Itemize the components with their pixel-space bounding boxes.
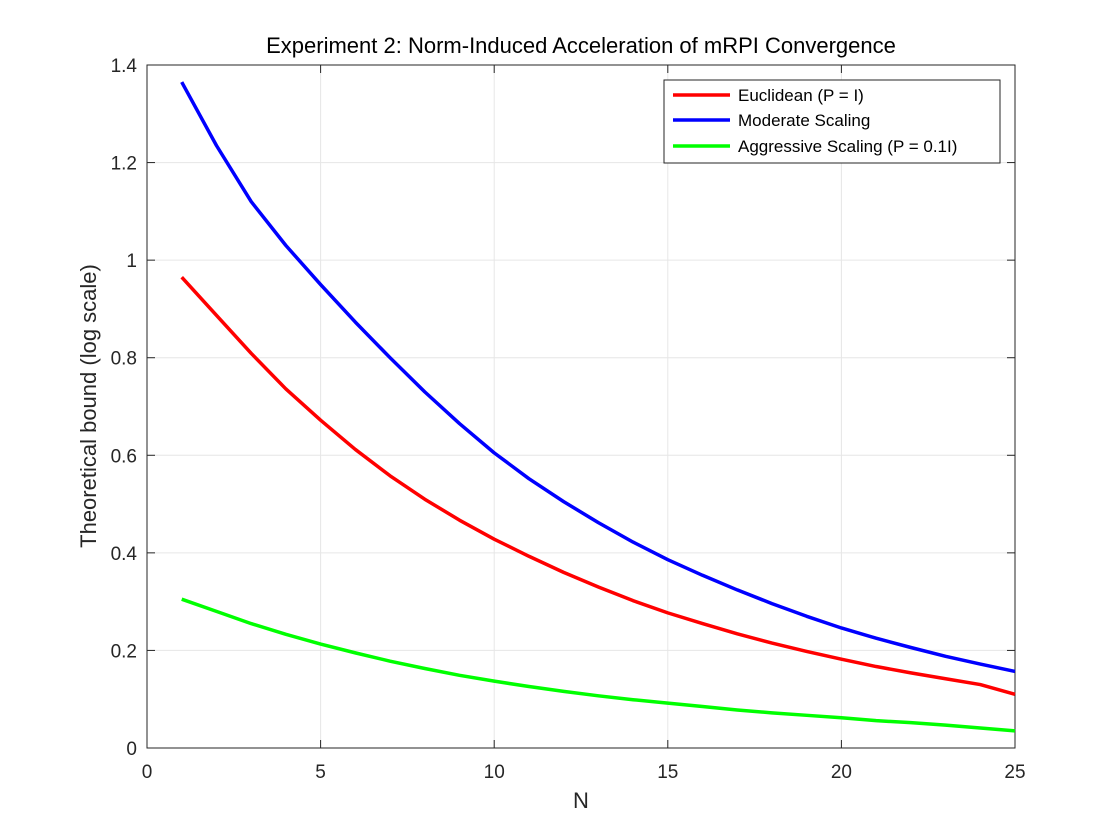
x-tick-label: 5 — [315, 762, 326, 783]
y-tick-labels: 0 0.2 0.4 0.6 0.8 1 1.2 1.4 — [111, 56, 138, 760]
y-tick-label: 1.2 — [111, 154, 137, 175]
series-lines — [180, 81, 1016, 733]
x-tick-label: 25 — [1004, 762, 1025, 783]
legend-label-moderate: Moderate Scaling — [738, 111, 870, 130]
y-tick-label: 0.6 — [111, 446, 137, 467]
series-line-moderate-scaling — [180, 81, 1016, 674]
y-tick-label: 0.2 — [111, 641, 137, 662]
x-axis-label: N — [573, 788, 589, 813]
y-tick-label: 1.4 — [111, 56, 138, 77]
y-axis-label: Theoretical bound (log scale) — [76, 264, 101, 548]
x-tick-labels: 0 5 10 15 20 25 — [142, 762, 1026, 783]
x-tick-label: 20 — [831, 762, 852, 783]
series-line-aggressive-scaling — [181, 597, 1016, 733]
series-line-euclidean — [180, 276, 1016, 697]
y-tick-label: 0.4 — [111, 544, 138, 565]
y-tick-label: 0 — [126, 739, 137, 760]
x-tick-label: 10 — [484, 762, 505, 783]
y-tick-label: 0.8 — [111, 349, 137, 370]
legend-label-aggressive: Aggressive Scaling (P = 0.1I) — [738, 137, 957, 156]
y-tick-label: 1 — [126, 251, 137, 272]
x-tick-label: 15 — [657, 762, 678, 783]
axis-ticks — [146, 64, 1016, 749]
plot-area-background — [147, 65, 1015, 748]
x-tick-label: 0 — [142, 762, 153, 783]
legend-label-euclidean: Euclidean (P = I) — [738, 86, 864, 105]
plot-area-border — [146, 64, 1016, 749]
legend: Euclidean (P = I) Moderate Scaling Aggre… — [663, 79, 1001, 164]
chart-title: Experiment 2: Norm-Induced Acceleration … — [266, 33, 896, 58]
